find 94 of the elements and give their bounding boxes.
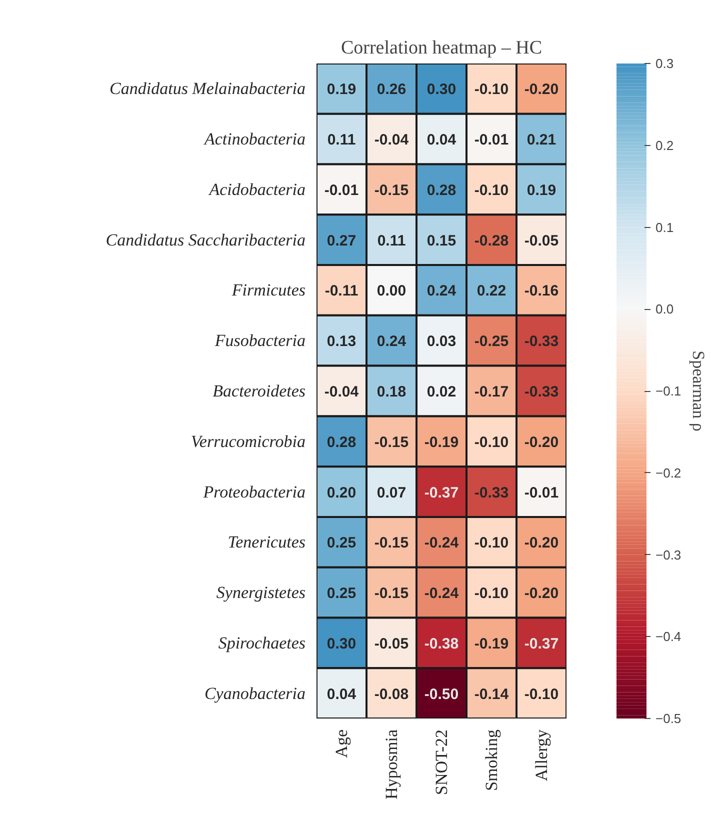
data-label: -0.14 — [474, 686, 510, 703]
data-label: -0.25 — [474, 333, 509, 350]
y-tick-label: Fusobacteria — [214, 331, 306, 350]
data-label: -0.15 — [374, 585, 409, 602]
data-label: -0.15 — [374, 182, 409, 199]
data-label: -0.37 — [424, 484, 459, 502]
color-bar-label: −0.3 — [656, 547, 682, 562]
data-label: -0.04 — [324, 384, 360, 400]
data-label: -0.20 — [524, 81, 559, 98]
data-label: -0.33 — [524, 384, 559, 400]
data-label: -0.28 — [474, 232, 509, 250]
data-label: -0.33 — [524, 333, 559, 350]
data-label: -0.19 — [424, 434, 459, 451]
y-tick-label: Candidatus Melainabacteria — [110, 79, 306, 98]
data-label: -0.01 — [524, 484, 559, 502]
data-label: -0.24 — [424, 585, 460, 602]
data-label: 0.04 — [426, 132, 457, 149]
data-label: -0.01 — [324, 182, 359, 199]
y-tick-label: Acidobacteria — [208, 180, 306, 199]
y-tick-label: Bacteroidetes — [212, 382, 306, 400]
color-bar-label: 0.0 — [656, 302, 674, 317]
data-label: -0.05 — [524, 232, 559, 250]
data-label: 0.03 — [426, 333, 456, 350]
color-bar-label: −0.4 — [656, 629, 682, 644]
y-tick-label: Verrucomicrobia — [190, 432, 306, 451]
data-label: 0.25 — [326, 585, 356, 602]
color-bar-label: 0.3 — [656, 56, 674, 71]
data-label: 0.28 — [426, 182, 456, 199]
data-label: -0.08 — [374, 686, 409, 703]
color-bar-label: 0.1 — [656, 220, 674, 235]
data-label: 0.20 — [326, 484, 356, 502]
data-label: -0.15 — [374, 534, 409, 552]
color-bar-title: Spearman ρ — [689, 350, 708, 432]
data-label: -0.01 — [474, 132, 509, 149]
data-label: -0.33 — [474, 484, 509, 502]
data-label: -0.24 — [424, 534, 460, 552]
data-label: -0.50 — [424, 686, 459, 703]
data-label: -0.10 — [474, 182, 509, 199]
y-tick-label: Cyanobacteria — [204, 684, 306, 703]
data-label: -0.05 — [374, 635, 409, 652]
data-label: -0.19 — [474, 635, 509, 652]
data-label: 0.15 — [426, 232, 456, 250]
y-tick-label: Spirochaetes — [218, 633, 306, 652]
data-label: -0.16 — [524, 282, 559, 300]
data-label: -0.10 — [474, 81, 509, 98]
data-label: -0.20 — [524, 534, 559, 552]
data-label: -0.15 — [374, 434, 409, 451]
data-label: -0.04 — [374, 132, 410, 149]
color-bar-label: −0.5 — [656, 711, 682, 726]
color-bar-label: 0.2 — [656, 138, 674, 153]
data-label: 0.30 — [326, 635, 356, 652]
data-label: -0.20 — [524, 585, 559, 602]
data-label: 0.25 — [326, 534, 356, 552]
data-label: -0.10 — [524, 686, 559, 703]
data-label: 0.19 — [526, 182, 556, 199]
data-label: 0.24 — [376, 333, 407, 350]
data-label: 0.11 — [327, 132, 356, 149]
y-tick-label: Actinobacteria — [203, 130, 306, 149]
y-tick-label: Tenericutes — [228, 532, 306, 552]
x-tick-label: Smoking — [482, 729, 501, 791]
y-tick-label: Candidatus Saccharibacteria — [106, 230, 306, 250]
data-label: 0.07 — [376, 484, 406, 502]
data-label: 0.28 — [326, 434, 356, 451]
data-label: -0.10 — [474, 434, 509, 451]
color-bar-label: −0.1 — [656, 384, 682, 398]
data-label: 0.22 — [476, 282, 506, 300]
data-label: 0.02 — [426, 384, 456, 400]
data-label: 0.21 — [526, 132, 556, 149]
data-label: -0.17 — [474, 384, 509, 400]
data-label: 0.24 — [426, 282, 457, 300]
data-label: -0.37 — [524, 635, 559, 652]
data-label: 0.00 — [376, 282, 406, 300]
x-tick-label: Hyposmia — [382, 729, 401, 800]
data-label: 0.27 — [326, 232, 356, 250]
data-label: 0.04 — [326, 686, 357, 703]
x-tick-label: SNOT-22 — [432, 729, 451, 795]
y-tick-label: Firmicutes — [230, 280, 306, 300]
data-label: 0.11 — [377, 232, 406, 250]
y-tick-label: Synergistetes — [216, 583, 306, 602]
data-label: 0.18 — [376, 384, 406, 400]
y-tick-label: Proteobacteria — [202, 482, 306, 502]
data-label: 0.19 — [326, 81, 356, 98]
data-label: 0.30 — [426, 81, 456, 98]
data-label: -0.11 — [324, 282, 358, 300]
data-label: -0.38 — [424, 635, 459, 652]
x-tick-label: Age — [332, 729, 351, 758]
data-label: 0.13 — [326, 333, 356, 350]
color-bar-label: −0.2 — [656, 465, 682, 480]
x-tick-label: Allergy — [532, 729, 551, 782]
chart-title: Correlation heatmap – HC — [340, 38, 542, 58]
data-label: -0.10 — [474, 585, 509, 602]
data-label: 0.26 — [376, 81, 406, 98]
data-label: -0.10 — [474, 534, 509, 552]
data-label: -0.20 — [524, 434, 559, 451]
